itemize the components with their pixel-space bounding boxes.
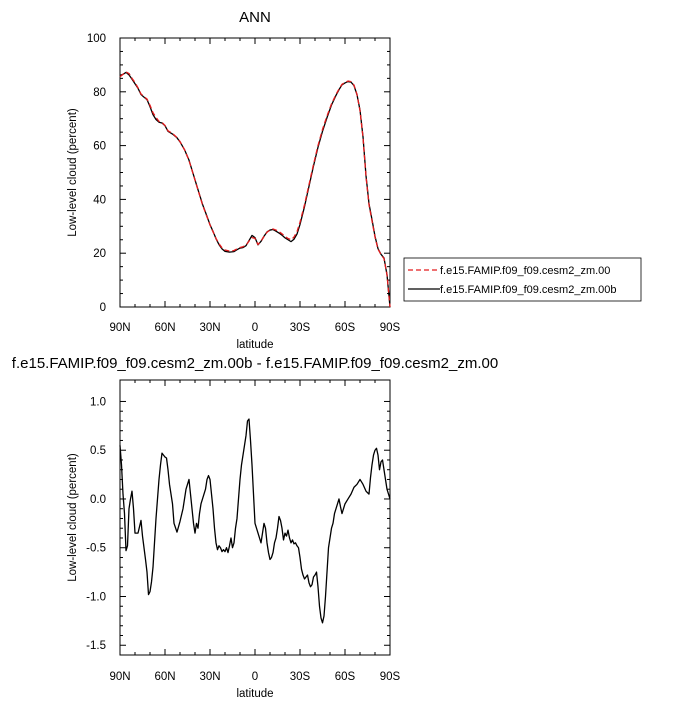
chart-title: f.e15.FAMIP.f09_f09.cesm2_zm.00b - f.e15… [12,355,498,372]
y-tick-label: -1.0 [86,591,106,603]
legend-label: f.e15.FAMIP.f09_f09.cesm2_zm.00b [440,284,617,296]
y-tick-label: 0 [100,302,106,314]
series-line-difference [119,418,391,624]
y-tick-label: 80 [93,87,106,99]
y-tick-label: 40 [93,194,106,206]
chart-title: ANN [239,9,271,26]
x-tick-label: 30S [290,322,311,334]
x-tick-label: 60N [154,671,175,683]
x-tick-label: 30N [199,322,220,334]
y-axis-label: Low-level cloud (percent) [67,108,79,237]
x-tick-label: 0 [252,322,258,334]
x-tick-label: 90S [380,322,401,334]
series-line-cesm2-zm-00 [119,71,391,308]
x-tick-label: 90N [109,322,130,334]
top-panel: ANN 90N 60N 30N 0 30S 60S 90S 0 20 40 60 80 100 latitu… [67,9,642,351]
y-tick-label: 1.0 [90,396,106,408]
y-tick-label: -1.5 [86,640,106,652]
y-tick-label: 0.0 [90,494,106,506]
legend-label: f.e15.FAMIP.f09_f09.cesm2_zm.00 [440,265,610,277]
x-tick-label: 60S [335,322,356,334]
x-tick-label: 60S [335,671,356,683]
y-axis-label: Low-level cloud (percent) [67,453,79,582]
x-tick-label: 0 [252,671,258,683]
x-tick-label: 30N [199,671,220,683]
x-tick-label: 90N [109,671,130,683]
x-axis-label: latitude [236,688,273,700]
y-tick-label: 0.5 [90,445,106,457]
y-tick-label: 100 [87,33,106,45]
series-line-cesm2-zm-00b [119,71,391,308]
y-tick-label: 60 [93,141,106,153]
legend-box [403,257,642,302]
y-tick-label: 20 [93,248,106,260]
x-tick-label: 60N [154,322,175,334]
bottom-panel: f.e15.FAMIP.f09_f09.cesm2_zm.00b - f.e15… [12,355,498,700]
y-tick-label: -0.5 [86,543,106,555]
x-tick-label: 30S [290,671,311,683]
x-tick-label: 90S [380,671,401,683]
plot-frame [119,37,391,308]
x-axis-label: latitude [236,339,273,351]
